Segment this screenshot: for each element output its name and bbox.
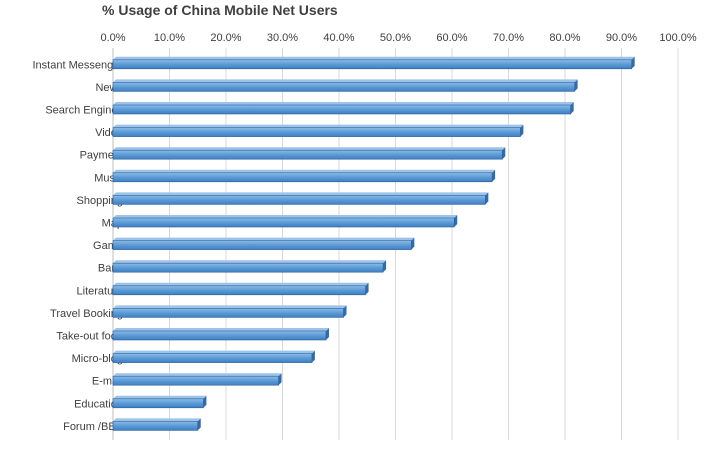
bar-end-face bbox=[278, 373, 282, 386]
bar bbox=[112, 172, 493, 183]
x-tick-label: 40.0% bbox=[323, 32, 354, 44]
bar-top-face bbox=[113, 215, 458, 218]
category-label: Take-out food bbox=[56, 331, 123, 343]
bar-end-face bbox=[492, 169, 496, 182]
category-label: Shopping bbox=[77, 195, 124, 207]
bar-top-face bbox=[113, 260, 387, 264]
bar bbox=[112, 421, 199, 431]
bar bbox=[112, 330, 327, 341]
x-tick-label: 100.0% bbox=[659, 32, 697, 44]
bar-end-face bbox=[411, 237, 415, 250]
x-tick-label: 50.0% bbox=[380, 32, 411, 44]
bar-end-face bbox=[502, 147, 506, 160]
category-label: Instant Messenger bbox=[33, 59, 124, 71]
bar bbox=[112, 217, 455, 228]
category-label: Payment bbox=[80, 150, 123, 162]
bar bbox=[112, 149, 503, 160]
bar-top-face bbox=[113, 56, 635, 60]
bar bbox=[112, 353, 313, 363]
bar-top-face bbox=[113, 418, 201, 422]
bar bbox=[112, 398, 204, 409]
bar-top-face bbox=[113, 328, 330, 331]
bar-top-face bbox=[113, 147, 506, 151]
category-label: Micro-blog bbox=[72, 353, 123, 365]
category-label: Travel Booking bbox=[50, 308, 123, 320]
category-label: Literature bbox=[77, 285, 123, 297]
bar-end-face bbox=[631, 56, 635, 69]
category-label: Forum /BBS bbox=[63, 421, 123, 433]
bar-top-face bbox=[113, 305, 347, 309]
chart-title: % Usage of China Mobile Net Users bbox=[102, 2, 338, 18]
bar-top-face bbox=[113, 282, 369, 286]
bar-top-face bbox=[113, 192, 489, 196]
x-tick-label: 10.0% bbox=[154, 32, 185, 44]
bar-end-face bbox=[343, 305, 347, 318]
x-tick-label: 30.0% bbox=[267, 32, 298, 44]
bar bbox=[112, 59, 632, 70]
category-label: Search Engines bbox=[45, 105, 123, 117]
bar-top-face bbox=[113, 169, 496, 173]
bar-top-face bbox=[113, 124, 524, 128]
bar-end-face bbox=[197, 418, 201, 431]
bar bbox=[112, 285, 366, 296]
bar bbox=[112, 308, 344, 318]
bar-top-face bbox=[113, 350, 315, 354]
bar bbox=[112, 195, 486, 205]
bar bbox=[112, 127, 521, 137]
bar-top-face bbox=[113, 102, 574, 105]
bar bbox=[112, 240, 412, 250]
bar-top-face bbox=[113, 373, 282, 377]
bar-end-face bbox=[570, 102, 574, 114]
bar-end-face bbox=[454, 215, 458, 227]
bar-end-face bbox=[520, 124, 524, 137]
bar-end-face bbox=[365, 282, 369, 295]
bar bbox=[112, 262, 384, 273]
x-tick-label: 60.0% bbox=[436, 32, 467, 44]
x-tick-label: 90.0% bbox=[606, 32, 637, 44]
bar-end-face bbox=[485, 192, 489, 205]
bar bbox=[112, 375, 279, 386]
category-label: Education bbox=[74, 398, 123, 410]
bar bbox=[112, 82, 575, 92]
x-tick-label: 70.0% bbox=[493, 32, 524, 44]
bar-end-face bbox=[326, 328, 330, 340]
x-tick-label: 20.0% bbox=[210, 32, 241, 44]
bar-top-face bbox=[113, 395, 207, 399]
x-tick-label: 80.0% bbox=[549, 32, 580, 44]
bar bbox=[112, 104, 571, 115]
x-tick-label: 0.0% bbox=[100, 32, 125, 44]
bar-end-face bbox=[574, 79, 578, 92]
bar-end-face bbox=[311, 350, 315, 363]
bar-end-face bbox=[383, 260, 387, 273]
bar-top-face bbox=[113, 237, 415, 241]
bar-top-face bbox=[113, 79, 578, 83]
bar-end-face bbox=[203, 395, 207, 408]
